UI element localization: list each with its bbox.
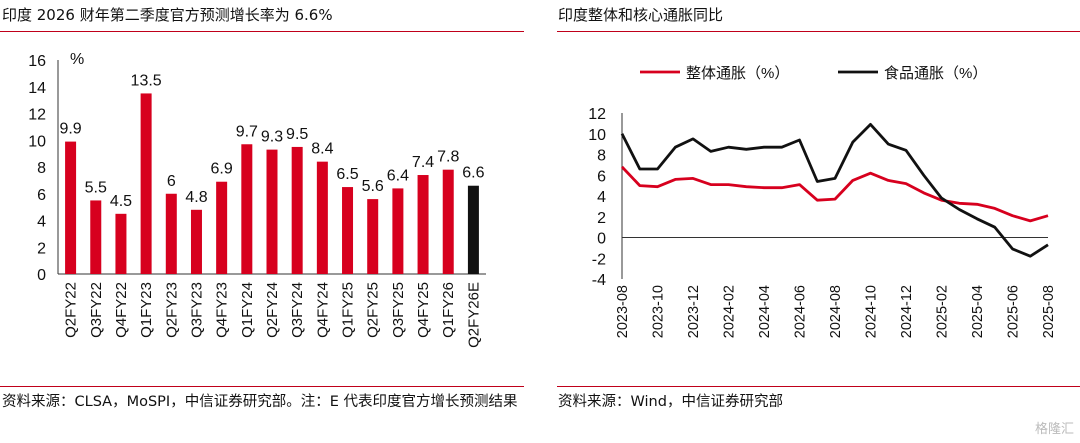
bar-x-tick-label: Q4FY23: [214, 282, 231, 338]
bar-data-label: 6.6: [462, 165, 484, 182]
bar: [316, 161, 328, 274]
bar: [291, 146, 303, 274]
bar-data-label: 9.5: [286, 126, 308, 143]
bar-y-tick-label: 6: [37, 187, 46, 204]
bar: [392, 188, 404, 274]
bar-data-label: 7.4: [412, 154, 434, 171]
line-x-tick-label: 2023-10: [651, 285, 667, 338]
bar-x-tick-label: Q4FY24: [314, 282, 331, 338]
bar-data-label: 6.4: [387, 167, 409, 184]
bar: [216, 181, 228, 274]
bar-x-tick-label: Q2FY25: [365, 282, 382, 338]
bar-x-tick-label: Q2FY23: [163, 282, 180, 338]
bar: [165, 193, 177, 274]
bar-x-tick-label: Q3FY24: [289, 282, 306, 338]
bar-x-tick-label: Q1FY23: [138, 282, 155, 338]
bar: [65, 141, 77, 274]
bar-data-label: 4.8: [185, 189, 207, 206]
line-series: [620, 123, 1049, 258]
bar-data-label: 6: [167, 173, 176, 190]
bar: [417, 175, 429, 274]
line-x-tick-label: 2024-12: [899, 285, 915, 338]
right-title-rule: [557, 31, 1080, 32]
bar-data-label: 6.9: [211, 161, 233, 178]
right-source-note: 资料来源：Wind，中信证券研究部: [558, 394, 783, 410]
bar-data-label: 8.4: [311, 141, 333, 158]
line-x-tick-label: 2025-08: [1041, 285, 1057, 338]
bar-y-tick-label: 0: [37, 267, 46, 284]
line-y-tick-label: 2: [597, 210, 606, 227]
line-x-tick-label: 2024-04: [757, 285, 773, 338]
line-x-tick-label: 2023-12: [686, 285, 702, 338]
legend-label: 整体通胀（%）: [686, 65, 789, 82]
line-x-tick-label: 2025-02: [935, 285, 951, 338]
gdp-growth-bar-chart: 0 2 4 6 8 10 12 14 16 % 9.9 Q2FY22 5.5 Q3FY22 4.5 Q4FY2…: [28, 51, 486, 348]
bar-data-label: 9.3: [261, 129, 283, 146]
bar-data-label: 4.5: [110, 193, 132, 210]
bar-x-tick-label: Q2FY22: [63, 282, 80, 338]
bar-x-tick-label: Q3FY25: [390, 282, 407, 338]
line-y-tick-label: 0: [597, 231, 606, 248]
line-y-tick-label: -4: [592, 272, 606, 289]
legend-label: 食品通胀（%）: [884, 65, 987, 82]
bar-x-tick-label: Q2FY24: [264, 282, 281, 338]
bar-x-tick-label: Q4FY22: [113, 282, 130, 338]
bar-data-label: 7.8: [437, 149, 459, 166]
bar-data-label: 9.7: [236, 123, 258, 140]
bar: [115, 213, 127, 274]
bar-x-tick-label: Q2FY26E: [465, 282, 482, 348]
line-y-tick-label: 4: [597, 189, 606, 206]
bar-x-tick-label: Q3FY23: [188, 282, 205, 338]
bar-x-tick-label: Q1FY26: [440, 282, 457, 338]
line-y-tick-label: -2: [592, 251, 606, 268]
line-x-tick-label: 2024-10: [864, 285, 880, 338]
bar: [467, 185, 479, 274]
bar-x-tick-label: Q4FY25: [415, 282, 432, 338]
bar-x-tick-label: Q3FY22: [88, 282, 105, 338]
bar: [190, 209, 202, 274]
bar-data-label: 9.9: [59, 121, 81, 138]
bar-y-tick-label: 16: [28, 53, 46, 70]
line-x-tick-label: 2024-06: [793, 285, 809, 338]
line-x-tick-label: 2025-04: [970, 285, 986, 338]
left-chart-title: 印度 2026 财年第二季度官方预测增长率为 6.6%: [2, 6, 333, 24]
left-source-note: 资料来源：CLSA，MoSPI，中信证券研究部。注：E 代表印度官方增长预测结果: [2, 394, 518, 410]
bar-y-tick-label: 4: [37, 214, 46, 231]
line-y-tick-label: 6: [597, 168, 606, 185]
left-title-rule: [0, 31, 524, 32]
right-source-rule: [557, 386, 1080, 387]
line-x-tick-label: 2025-06: [1006, 285, 1022, 338]
bar-y-tick-label: 14: [28, 80, 46, 97]
bar: [90, 200, 102, 274]
line-y-tick-label: 10: [588, 127, 606, 144]
bar-data-label: 5.6: [362, 178, 384, 195]
bar: [241, 144, 253, 274]
bar: [367, 199, 379, 274]
right-chart-title: 印度整体和核心通胀同比: [558, 6, 724, 24]
bar-y-tick-label: 10: [28, 133, 46, 150]
left-source-rule: [0, 386, 524, 387]
bar-data-label: 6.5: [336, 166, 358, 183]
bar-x-tick-label: Q1FY24: [239, 282, 256, 338]
bar: [140, 93, 152, 274]
line-series: [620, 165, 1049, 223]
bar-data-label: 13.5: [131, 72, 162, 89]
bar-x-tick-label: Q1FY25: [340, 282, 357, 338]
bar-y-tick-label: 12: [28, 107, 46, 124]
bar: [266, 149, 278, 274]
line-y-tick-label: 8: [597, 148, 606, 165]
inflation-line-chart: -4 -2 0 2 4 6 8 10 12 2023-08 2023-10 2023-12 2024-0…: [588, 65, 1057, 338]
bar-data-label: 5.5: [85, 179, 107, 196]
bar-y-tick-label: 8: [37, 160, 46, 177]
bar-y-unit-label: %: [70, 51, 84, 68]
line-x-tick-label: 2024-02: [722, 285, 738, 338]
bar: [342, 187, 354, 274]
watermark-logo: 格隆汇: [1034, 422, 1074, 437]
line-y-tick-label: 12: [588, 106, 606, 123]
line-x-tick-label: 2024-08: [828, 285, 844, 338]
line-x-tick-label: 2023-08: [615, 285, 631, 338]
bar-y-tick-label: 2: [37, 240, 46, 257]
bar: [442, 169, 454, 274]
